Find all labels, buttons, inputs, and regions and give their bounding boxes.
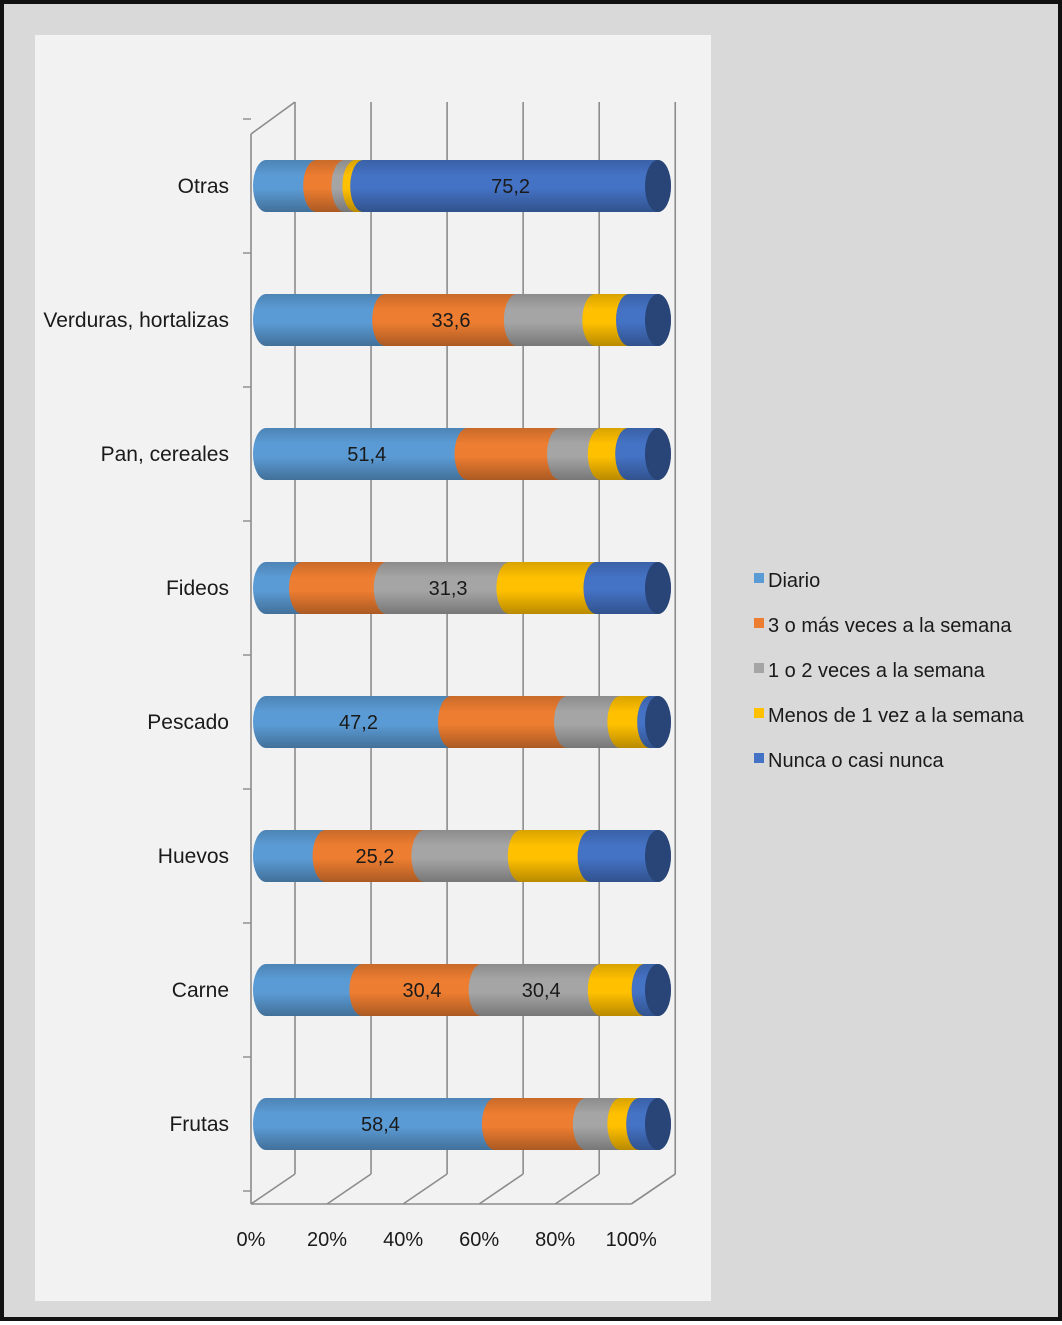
data-label-pan-cereales-diario: 51,4 (347, 444, 386, 466)
floor-gridline (478, 1173, 524, 1205)
bar-segment-pan-cereales-nunca-o-casi-nunca (615, 428, 671, 480)
cylinder-body (468, 964, 614, 1016)
bar-segment-frutas-3-o-mas-veces-a-la-semana (481, 1098, 599, 1150)
category-label-pan-cereales: Pan, cereales (101, 443, 229, 466)
bar-segment-frutas-diario (253, 1098, 508, 1150)
data-label-verduras-hortalizas-3-o-mas-veces-a-la-semana: 33,6 (432, 310, 471, 332)
floor-gridline (402, 1173, 448, 1205)
bar-segment-verduras-hortalizas-3-o-mas-veces-a-la-semana (372, 294, 530, 346)
legend-swatch-diario (754, 573, 764, 583)
cylinder-body (372, 294, 530, 346)
bar-segment-frutas-nunca-o-casi-nunca (626, 1098, 671, 1150)
bar-segment-carne-1-o-2-veces-a-la-semana (468, 964, 614, 1016)
cylinder-end-cap (645, 964, 671, 1016)
cylinder-end-cap (645, 428, 671, 480)
data-label-frutas-diario: 58,4 (361, 1114, 400, 1136)
bar-segment-pan-cereales-3-o-mas-veces-a-la-semana (454, 428, 573, 480)
category-label-otras: Otras (178, 175, 229, 198)
cylinder-body (253, 964, 376, 1016)
stacked-cylinder-bar-chart: 0% 20% 40% 60% 80% 100% Otras 75,2 Verduras, hor… (43, 101, 1025, 1251)
cylinder-body (496, 562, 610, 614)
cylinder-body (481, 1098, 599, 1150)
data-label-carne-3-o-mas-veces-a-la-semana: 30,4 (403, 980, 442, 1002)
bar-segment-huevos-3-o-mas-veces-a-la-semana (312, 830, 438, 882)
data-label-fideos-1-o-2-veces-a-la-semana: 31,3 (429, 578, 468, 600)
cylinder-body (373, 562, 523, 614)
legend-label-diario: Diario (768, 570, 820, 592)
cylinder-body (253, 696, 465, 748)
data-label-huevos-3-o-mas-veces-a-la-semana: 25,2 (356, 846, 395, 868)
legend-swatch-1-o-2-veces-a-la-semana (754, 663, 764, 673)
bar-segment-pan-cereales-diario (253, 428, 481, 480)
cylinder-body (289, 562, 400, 614)
data-label-otras-nunca-o-casi-nunca: 75,2 (491, 176, 530, 198)
legend-swatch-nunca-o-casi-nunca (754, 753, 764, 763)
bar-segment-verduras-hortalizas-1-o-2-veces-a-la-semana (503, 294, 609, 346)
bar-segment-fideos-1-o-2-veces-a-la-semana (373, 562, 523, 614)
cylinder-end-cap (645, 160, 671, 212)
category-label-pescado: Pescado (147, 711, 229, 734)
cylinder-end-cap (645, 830, 671, 882)
cylinder-end-cap (645, 1098, 671, 1150)
legend-label-nunca-o-casi-nunca: Nunca o casi nunca (768, 750, 945, 772)
legend-swatch-3-o-mas-veces-a-la-semana (754, 618, 764, 628)
category-label-verduras-hortalizas: Verduras, hortalizas (43, 309, 229, 332)
x-tick-label: 20% (307, 1229, 347, 1251)
bar-segment-otras-nunca-o-casi-nunca (350, 160, 671, 212)
cylinder-body (253, 428, 481, 480)
wall-top-left-edge (250, 101, 296, 135)
bar-segment-fideos-menos-de-1-vez-a-la-semana (496, 562, 610, 614)
plot-area (35, 35, 711, 1301)
bar-segment-pescado-nunca-o-casi-nunca (637, 696, 671, 748)
bar-segment-pescado-3-o-mas-veces-a-la-semana (438, 696, 581, 748)
cylinder-body (503, 294, 609, 346)
cylinder-end-cap (645, 696, 671, 748)
cylinder-body (312, 830, 438, 882)
cylinder-body (438, 696, 581, 748)
cylinder-body (411, 830, 534, 882)
data-label-carne-1-o-2-veces-a-la-semana: 30,4 (522, 980, 561, 1002)
bar-segment-verduras-hortalizas-diario (253, 294, 399, 346)
cylinder-body (350, 160, 671, 212)
cylinder-body (349, 964, 495, 1016)
bar-segment-fideos-3-o-mas-veces-a-la-semana (289, 562, 400, 614)
floor-gridline (326, 1173, 372, 1205)
cylinder-end-cap (645, 294, 671, 346)
bar-segment-huevos-nunca-o-casi-nunca (577, 830, 671, 882)
bar-segment-pescado-diario (253, 696, 465, 748)
floor-right-edge (630, 1173, 676, 1205)
category-label-frutas: Frutas (169, 1113, 229, 1136)
legend-swatch-menos-de-1-vez-a-la-semana (754, 708, 764, 718)
legend-label-1-o-2-veces-a-la-semana: 1 o 2 veces a la semana (768, 660, 986, 682)
bar-segment-carne-nunca-o-casi-nunca (631, 964, 671, 1016)
data-label-pescado-diario: 47,2 (339, 712, 378, 734)
cylinder-body (253, 294, 399, 346)
category-label-huevos: Huevos (158, 845, 229, 868)
bar-segment-carne-3-o-mas-veces-a-la-semana (349, 964, 495, 1016)
bar-segment-verduras-hortalizas-nunca-o-casi-nunca (615, 294, 671, 346)
x-tick-label: 100% (606, 1229, 657, 1251)
category-label-fideos: Fideos (166, 577, 229, 600)
legend-label-3-o-mas-veces-a-la-semana: 3 o más veces a la semana (768, 615, 1012, 637)
bar-segment-huevos-1-o-2-veces-a-la-semana (411, 830, 534, 882)
x-tick-label: 0% (237, 1229, 266, 1251)
cylinder-body (454, 428, 573, 480)
bar-segment-fideos-nunca-o-casi-nunca (583, 562, 671, 614)
floor-gridline (554, 1173, 600, 1205)
x-tick-label: 80% (535, 1229, 575, 1251)
legend-label-menos-de-1-vez-a-la-semana: Menos de 1 vez a la semana (768, 705, 1025, 727)
cylinder-end-cap (645, 562, 671, 614)
cylinder-body (253, 1098, 508, 1150)
floor-gridline (250, 1173, 296, 1205)
bar-segment-carne-diario (253, 964, 376, 1016)
x-tick-label: 60% (459, 1229, 499, 1251)
x-tick-label: 40% (383, 1229, 423, 1251)
category-label-carne: Carne (172, 979, 229, 1002)
